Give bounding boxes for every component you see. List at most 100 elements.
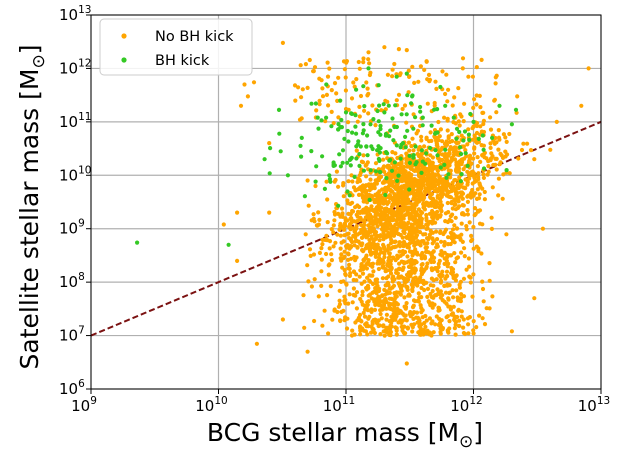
point-no-bh-kick [455,295,460,300]
point-no-bh-kick [449,132,454,137]
point-bh-kick [451,115,456,120]
point-no-bh-kick [413,247,418,252]
point-no-bh-kick [376,318,381,323]
point-bh-kick [364,144,369,149]
point-no-bh-kick [345,243,350,248]
point-no-bh-kick [392,239,397,245]
point-no-bh-kick [446,168,451,173]
point-no-bh-kick [438,331,443,336]
point-no-bh-kick [454,226,459,231]
point-bh-kick [391,138,396,143]
point-no-bh-kick [451,295,456,300]
point-bh-kick [420,115,425,120]
point-no-bh-kick [373,236,379,241]
point-bh-kick [429,123,434,128]
point-bh-kick [226,242,231,247]
point-no-bh-kick [382,169,387,174]
point-no-bh-kick [445,181,450,186]
point-no-bh-kick [414,131,419,136]
point-no-bh-kick [456,308,461,313]
point-no-bh-kick [391,283,397,288]
point-no-bh-kick [380,196,385,201]
point-no-bh-kick [376,266,381,272]
point-no-bh-kick [403,185,408,190]
point-no-bh-kick [336,115,341,120]
point-no-bh-kick [401,205,406,210]
point-no-bh-kick [480,110,485,115]
point-no-bh-kick [319,283,324,288]
point-no-bh-kick [396,290,402,295]
point-no-bh-kick [397,249,402,254]
point-no-bh-kick [342,67,347,72]
point-no-bh-kick [423,324,428,329]
point-no-bh-kick [392,61,397,67]
point-no-bh-kick [372,297,378,302]
point-no-bh-kick [303,232,308,237]
point-no-bh-kick [519,147,525,153]
point-no-bh-kick [322,308,327,313]
point-no-bh-kick [325,60,330,65]
point-no-bh-kick [423,313,428,319]
point-no-bh-kick [438,230,443,235]
point-bh-kick [409,101,414,106]
point-no-bh-kick [381,323,386,328]
point-no-bh-kick [484,156,489,161]
point-bh-kick [375,148,380,153]
point-no-bh-kick [472,133,477,138]
point-no-bh-kick [436,138,441,143]
point-no-bh-kick [461,276,467,281]
point-no-bh-kick [465,212,470,217]
point-no-bh-kick [392,312,397,317]
point-no-bh-kick [359,192,364,198]
point-no-bh-kick [383,228,388,233]
point-bh-kick [358,144,363,149]
point-no-bh-kick [366,316,371,321]
x-axis-label: BCG stellar mass [M⊙] [207,418,483,449]
point-no-bh-kick [418,243,423,248]
point-no-bh-kick [443,158,448,163]
point-no-bh-kick [449,253,454,258]
point-no-bh-kick [359,319,364,324]
point-no-bh-kick [393,169,398,174]
point-no-bh-kick [410,240,415,245]
point-no-bh-kick [447,147,452,152]
point-no-bh-kick [509,329,514,334]
point-no-bh-kick [376,288,382,294]
point-no-bh-kick [356,59,361,65]
point-no-bh-kick [400,178,405,183]
point-bh-kick [435,153,440,158]
point-no-bh-kick [395,302,400,307]
point-no-bh-kick [410,64,415,69]
point-no-bh-kick [347,236,352,241]
point-no-bh-kick [400,325,405,330]
point-bh-kick [403,134,408,139]
point-no-bh-kick [331,121,336,126]
point-bh-kick [277,131,282,136]
point-no-bh-kick [474,102,479,107]
point-no-bh-kick [487,278,492,283]
point-no-bh-kick [394,98,399,103]
point-bh-kick [467,137,472,142]
point-no-bh-kick [354,306,359,311]
point-bh-kick [471,119,476,124]
point-no-bh-kick [380,187,385,192]
point-no-bh-kick [424,136,429,142]
point-no-bh-kick [390,183,395,188]
point-no-bh-kick [440,298,445,303]
point-bh-kick [466,132,471,137]
point-no-bh-kick [329,227,334,232]
point-no-bh-kick [492,98,497,103]
point-no-bh-kick [386,209,392,214]
point-no-bh-kick [479,251,484,256]
point-no-bh-kick [500,196,505,201]
point-no-bh-kick [421,201,426,206]
point-bh-kick [490,135,495,140]
point-no-bh-kick [427,211,432,216]
point-no-bh-kick [489,151,494,156]
point-no-bh-kick [472,213,477,218]
point-no-bh-kick [402,295,407,300]
point-no-bh-kick [417,295,422,300]
point-no-bh-kick [365,86,370,91]
point-no-bh-kick [452,202,457,207]
point-no-bh-kick [405,211,410,216]
